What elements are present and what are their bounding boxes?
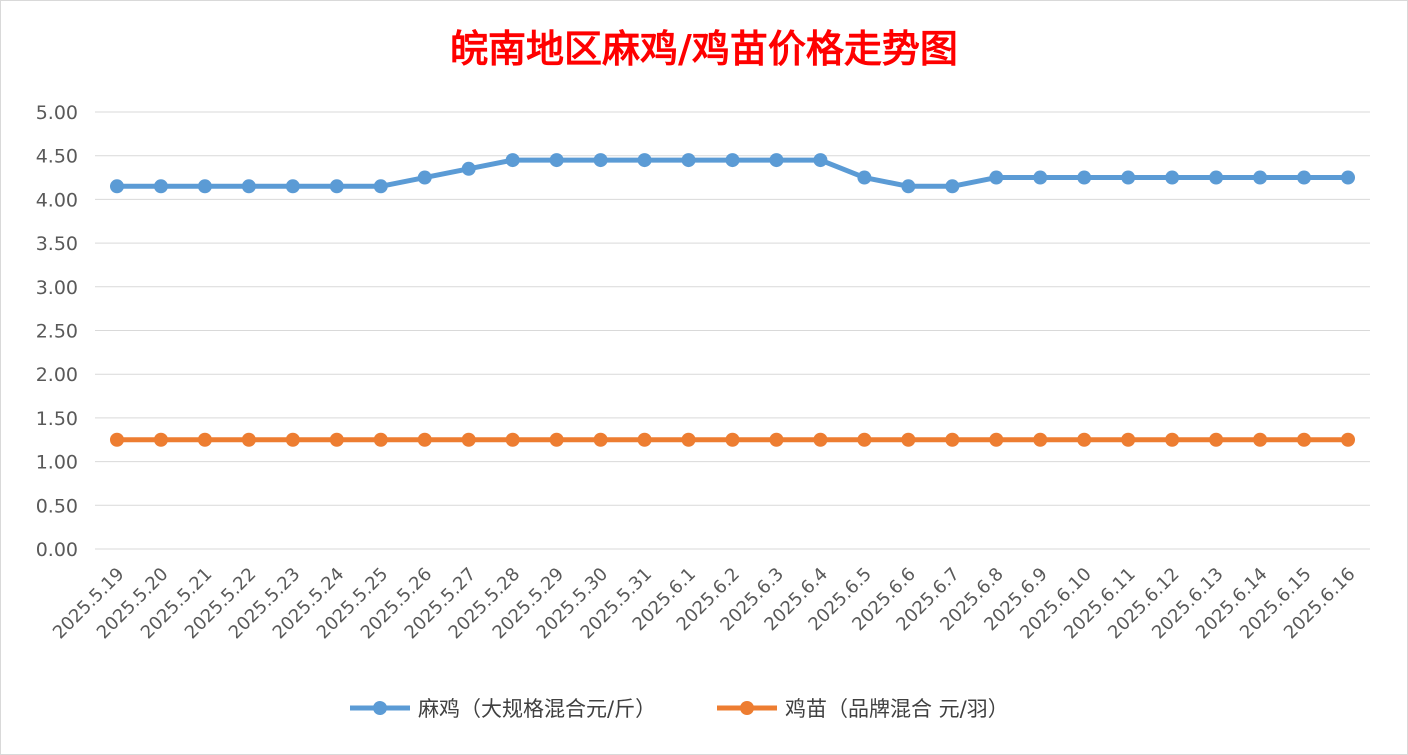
data-point (857, 432, 872, 447)
data-point (901, 179, 916, 194)
data-point (461, 432, 476, 447)
data-point (769, 153, 784, 168)
data-point (989, 170, 1004, 185)
y-tick-label: 2.00 (36, 364, 78, 386)
legend-item-1: 麻鸡（大规格混合元/斤） (350, 697, 656, 721)
data-point (593, 153, 608, 168)
data-point (1033, 432, 1048, 447)
data-point (1165, 432, 1180, 447)
data-point (857, 170, 872, 185)
data-point (549, 432, 564, 447)
data-point (241, 179, 256, 194)
data-point (549, 153, 564, 168)
data-point (681, 153, 696, 168)
legend-swatch-marker (740, 701, 754, 715)
data-point (725, 432, 740, 447)
data-point (1253, 432, 1268, 447)
y-tick-label: 1.00 (36, 452, 78, 474)
data-point (197, 432, 212, 447)
y-tick-label: 2.50 (36, 321, 78, 343)
data-point (1077, 170, 1092, 185)
y-axis: 0.00 0.50 1.00 1.50 2.00 2.50 3.00 3.50 4.00 4.50… (36, 102, 78, 561)
data-point (813, 153, 828, 168)
y-tick-label: 0.50 (36, 495, 78, 517)
data-point (1121, 432, 1136, 447)
y-tick-label: 3.50 (36, 233, 78, 255)
y-tick-label: 5.00 (36, 102, 78, 124)
data-point (989, 432, 1004, 447)
data-point (153, 179, 168, 194)
y-tick-label: 4.50 (36, 146, 78, 168)
data-point (373, 179, 388, 194)
data-point (505, 432, 520, 447)
data-point (1341, 170, 1356, 185)
legend-swatch-marker (373, 701, 387, 715)
data-point (329, 179, 344, 194)
data-point (109, 432, 124, 447)
data-point (1341, 432, 1356, 447)
gridlines (95, 111, 1370, 550)
data-point (725, 153, 740, 168)
data-point (637, 153, 652, 168)
y-tick-label: 4.00 (36, 189, 78, 211)
data-point (1209, 432, 1224, 447)
data-point (1077, 432, 1092, 447)
data-point (285, 432, 300, 447)
series-1 (109, 153, 1356, 194)
data-point (1253, 170, 1268, 185)
data-point (373, 432, 388, 447)
data-point (1033, 170, 1048, 185)
data-point (681, 432, 696, 447)
data-point (153, 432, 168, 447)
legend-item-2: 鸡苗（品牌混合 元/羽） (717, 697, 1009, 721)
data-point (813, 432, 828, 447)
data-point (1297, 432, 1312, 447)
data-point (1165, 170, 1180, 185)
data-point (945, 179, 960, 194)
data-point (1121, 170, 1136, 185)
data-point (901, 432, 916, 447)
legend-label: 鸡苗（品牌混合 元/羽） (785, 697, 1009, 721)
legend-label: 麻鸡（大规格混合元/斤） (418, 697, 656, 721)
data-point (417, 432, 432, 447)
data-point (197, 179, 212, 194)
data-point (109, 179, 124, 194)
data-point (461, 161, 476, 176)
data-point (637, 432, 652, 447)
data-point (505, 153, 520, 168)
data-point (1297, 170, 1312, 185)
y-tick-label: 3.00 (36, 277, 78, 299)
data-point (329, 432, 344, 447)
y-tick-label: 1.50 (36, 408, 78, 430)
series-layer (109, 153, 1356, 447)
data-point (417, 170, 432, 185)
chart-title: 皖南地区麻鸡/鸡苗价格走势图 (450, 26, 958, 71)
y-tick-label: 0.00 (36, 539, 78, 561)
data-point (593, 432, 608, 447)
data-point (241, 432, 256, 447)
legend: 麻鸡（大规格混合元/斤） 鸡苗（品牌混合 元/羽） (350, 697, 1009, 721)
data-point (285, 179, 300, 194)
data-point (769, 432, 784, 447)
series-2 (109, 432, 1356, 447)
data-point (1209, 170, 1224, 185)
data-point (945, 432, 960, 447)
